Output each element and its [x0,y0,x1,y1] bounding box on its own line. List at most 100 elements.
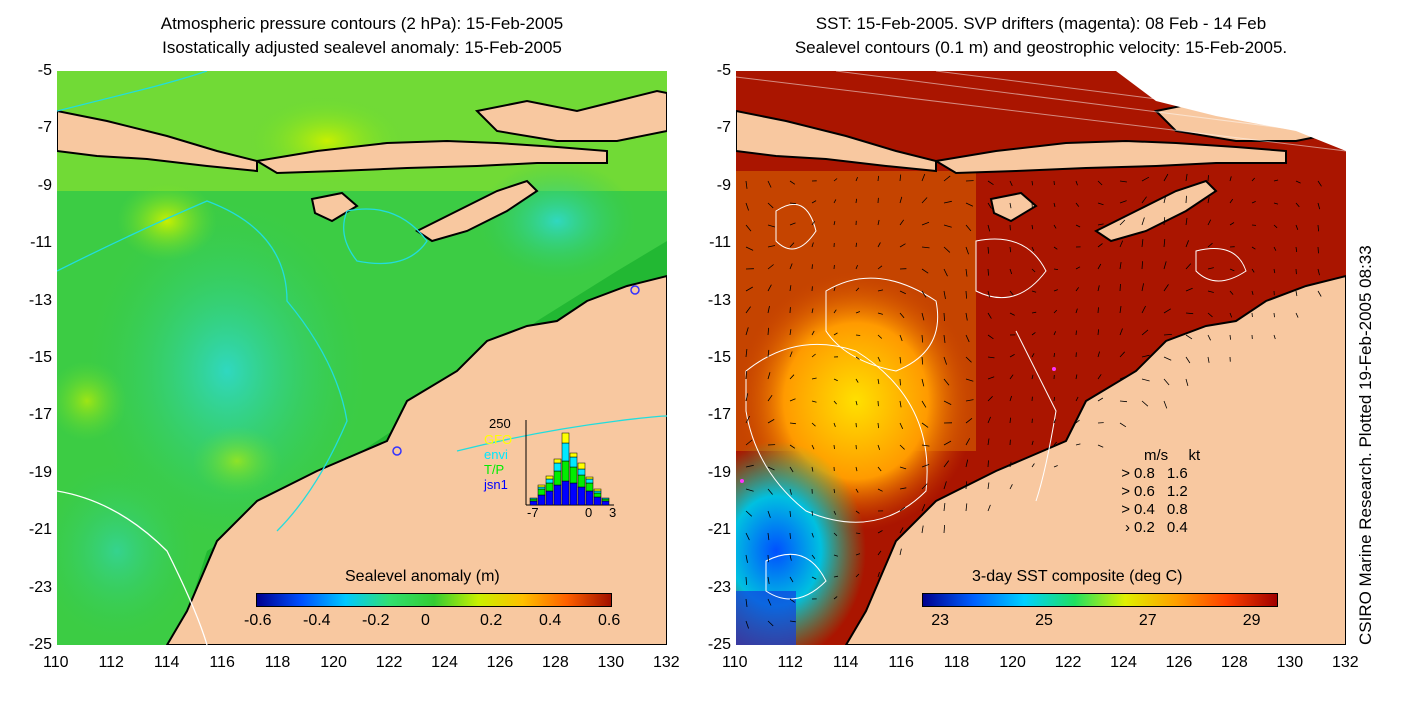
histogram-bar [593,490,602,494]
velocity-arrow [1185,378,1189,387]
velocity-arrow [1141,283,1144,292]
velocity-arrow [1207,242,1213,248]
velocity-arrow [921,197,928,204]
velocity-arrow [811,554,816,559]
velocity-arrow [789,263,793,270]
velocity-arrow [1141,378,1150,382]
left-y-tick: -5 [37,62,52,79]
histogram-bar [545,478,554,484]
velocity-arrow [1229,198,1234,204]
histogram-x-label-zero: 0 [585,505,593,520]
velocity-arrow [1119,219,1126,226]
velocity-arrow [1229,268,1235,272]
velocity-arrow [1031,268,1036,273]
histogram-bar [529,498,538,502]
velocity-arrow [767,554,769,563]
histogram-bar [585,490,594,506]
velocity-arrow [1163,308,1172,314]
right-y-tick: -9 [716,176,731,194]
arrow-icon: > [1121,483,1130,500]
velocity-arrow [899,422,904,429]
velocity-arrow [767,466,775,471]
velocity-arrow [1163,173,1169,182]
velocity-arrow [943,400,952,405]
velocity-arrow [1053,331,1056,336]
velocity-arrow [855,242,857,248]
velocity-arrow [1119,400,1128,403]
right-x-tick: 122 [1054,654,1082,671]
velocity-arrow [1031,332,1036,336]
velocity-arrow [1009,395,1012,402]
velocity-arrow [811,330,815,336]
right-y-tick: -17 [707,406,731,424]
velocity-arrow [1207,219,1212,226]
velocity-arrow [1009,202,1012,209]
velocity-arrow [987,246,989,254]
velocity-arrow [943,312,945,322]
velocity-arrow [1163,284,1169,292]
left-colorbar-tick: 0 [421,612,430,629]
timor-island [415,179,539,243]
velocity-arrow [1141,196,1147,204]
velocity-arrow [921,464,930,468]
velocity-arrow [811,444,815,450]
histogram-bar [601,497,610,500]
velocity-arrow [1075,287,1080,292]
velocity-arrow [987,290,990,298]
velocity-arrow [1207,197,1210,204]
velocity-arrow [1053,352,1055,358]
velocity-arrow [1009,461,1012,468]
velocity-arrow [833,332,838,336]
velocity-legend-ms: 0.6 [1134,483,1155,500]
velocity-arrow [855,378,859,383]
velocity-arrow [1119,283,1121,292]
velocity-arrow [745,371,747,380]
velocity-arrow [745,510,753,517]
left-map-panel [57,71,667,645]
velocity-legend-ms: 0.2 [1134,519,1155,536]
right-x-tick: 126 [1165,654,1193,671]
velocity-arrow [833,178,838,182]
velocity-arrow [789,202,796,205]
velocity-arrow [899,356,902,364]
velocity-arrow [877,488,883,492]
histogram-bar [577,474,586,488]
histogram-bar [537,488,546,496]
velocity-arrow [811,510,813,516]
velocity-arrow [1141,176,1150,182]
velocity-arrow [1273,179,1279,182]
left-y-tick: -9 [37,176,52,194]
velocity-arrow [921,312,925,321]
histogram-bar [561,460,570,482]
velocity-arrow [855,287,860,292]
credit-label: CSIRO Marine Research. Plotted 19-Feb-20… [1356,245,1375,645]
velocity-arrow [811,422,816,427]
histogram-bar [537,494,546,506]
velocity-arrow [1141,239,1144,248]
velocity-arrow [789,242,795,248]
velocity-arrow [1119,262,1122,270]
velocity-arrow [855,334,861,336]
velocity-arrow [745,327,749,336]
velocity-arrow [877,466,882,472]
left-x-tick: 116 [209,654,235,671]
velocity-arrow [1097,202,1104,206]
left-x-tick: 110 [43,654,69,671]
velocity-arrow [965,334,970,343]
velocity-arrow [1053,268,1059,270]
velocity-arrow [965,481,967,490]
velocity-arrow [833,510,837,515]
velocity-arrow [877,289,884,292]
velocity-arrow [767,264,774,270]
velocity-arrow [1119,200,1127,204]
left-x-tick: 132 [652,654,680,671]
velocity-legend-kt: 1.2 [1166,483,1188,500]
velocity-arrow [1009,180,1013,186]
velocity-arrow [877,265,883,270]
velocity-arrow [1273,224,1278,229]
velocity-arrow [1229,176,1232,182]
velocity-legend-kt-header: kt [1188,447,1201,464]
histogram-bar [553,462,562,472]
velocity-arrow [1185,240,1189,248]
velocity-arrow [987,482,990,490]
